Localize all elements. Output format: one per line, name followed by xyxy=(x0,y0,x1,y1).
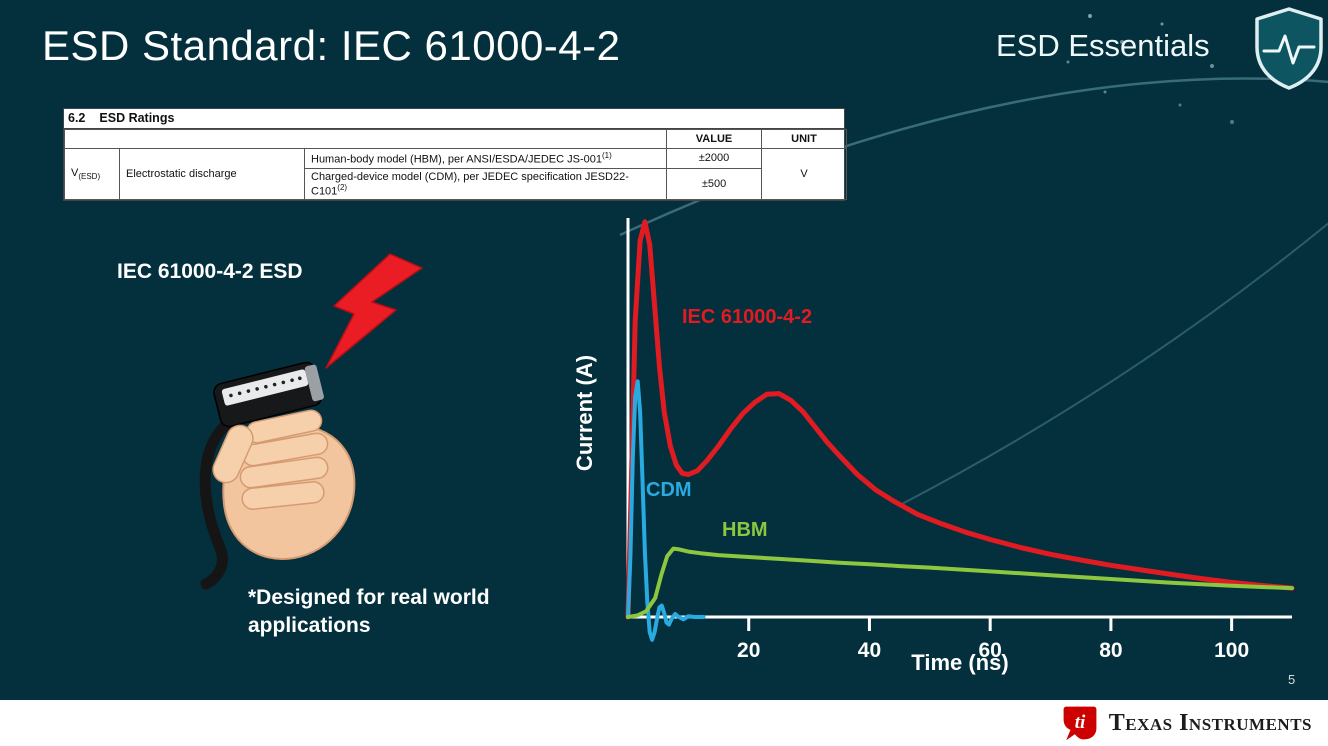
note-line-2: applications xyxy=(248,614,371,637)
series-label-hbm: HBM xyxy=(722,519,768,541)
shield-pulse-icon xyxy=(1250,6,1328,97)
param-symbol-sub: (ESD) xyxy=(78,172,101,182)
brand-text: ESD Essentials xyxy=(996,28,1210,63)
header-empty-cell xyxy=(63,129,668,149)
table-row: V(ESD) Electrostatic discharge Human-bod… xyxy=(64,147,848,201)
section-number: 6.2 xyxy=(68,111,86,125)
param-name-cell: Electrostatic discharge xyxy=(119,147,305,201)
footer-bar: ti Texas Instruments xyxy=(0,700,1328,746)
series-label-cdm: CDM xyxy=(646,479,692,501)
y-axis-label: Current (A) xyxy=(572,354,597,472)
cable xyxy=(199,409,246,590)
table-section-heading: 6.2 ESD Ratings xyxy=(64,109,844,129)
condition-footnote: (1) xyxy=(602,151,612,160)
lightning-bolt-icon xyxy=(325,253,423,369)
series-label-iec-61000-4-2: IEC 61000-4-2 xyxy=(682,306,813,328)
condition-cell: Charged-device model (CDM), per JEDEC sp… xyxy=(303,167,668,201)
background-stars xyxy=(1066,14,1234,124)
background-swoosh xyxy=(899,222,1328,506)
note-line-1: *Designed for real world xyxy=(248,586,490,609)
condition-footnote: (2) xyxy=(337,182,348,192)
x-axis-label: Time (ns) xyxy=(911,650,1009,675)
hdmi-connector xyxy=(213,361,324,428)
iec-esd-caption: IEC 61000-4-2 ESD xyxy=(117,260,303,283)
param-symbol-cell: V(ESD) xyxy=(64,147,120,201)
hand-illustration xyxy=(212,409,356,560)
svg-text:ti: ti xyxy=(1074,712,1085,733)
value-cell: ±500 xyxy=(666,167,763,201)
table-row: Charged-device model (CDM), per JEDEC sp… xyxy=(65,167,847,201)
section-title: ESD Ratings xyxy=(99,111,175,125)
page-title: ESD Standard: IEC 61000-4-2 xyxy=(42,22,621,69)
ti-logo-icon: ti xyxy=(1063,706,1097,741)
param-symbol: V xyxy=(71,167,79,180)
condition-text: Human-body model (HBM), per ANSI/ESDA/JE… xyxy=(311,153,602,166)
esd-ratings-panel: 6.2 ESD Ratings VALUE UNIT V(ESD) Electro… xyxy=(63,108,848,202)
unit-cell: V xyxy=(761,147,848,201)
condition-cell: Human-body model (HBM), per ANSI/ESDA/JE… xyxy=(303,148,668,169)
page-number: 5 xyxy=(1288,672,1296,687)
designed-note: *Designed for real world applications xyxy=(248,584,490,640)
value-cell: ±2000 xyxy=(666,148,763,169)
esd-ratings-table: VALUE UNIT V(ESD) Electrostatic discharg… xyxy=(63,129,848,201)
condition-text: Charged-device model (CDM), per JEDEC sp… xyxy=(311,170,629,198)
ti-wordmark: Texas Instruments xyxy=(1108,709,1312,736)
column-header-value: VALUE xyxy=(666,129,763,149)
column-header-unit: UNIT xyxy=(761,129,848,149)
table-header-row: VALUE UNIT xyxy=(63,129,848,149)
esd-strike-illustration xyxy=(199,253,423,590)
